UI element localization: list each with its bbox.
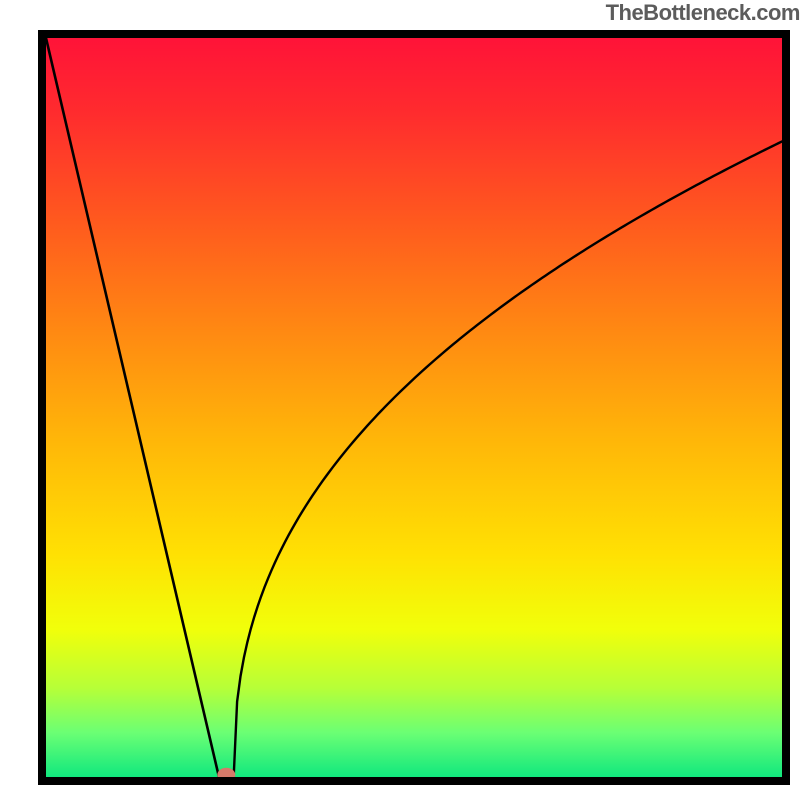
plot-border-left [38,30,46,785]
plot-border-bottom [38,777,790,785]
bottleneck-plot [0,0,800,800]
watermark-text: TheBottleneck.com [606,0,800,26]
plot-border-top [38,30,790,38]
plot-border-right [782,30,790,785]
chart-root: TheBottleneck.com [0,0,800,800]
gradient-background [46,38,782,777]
